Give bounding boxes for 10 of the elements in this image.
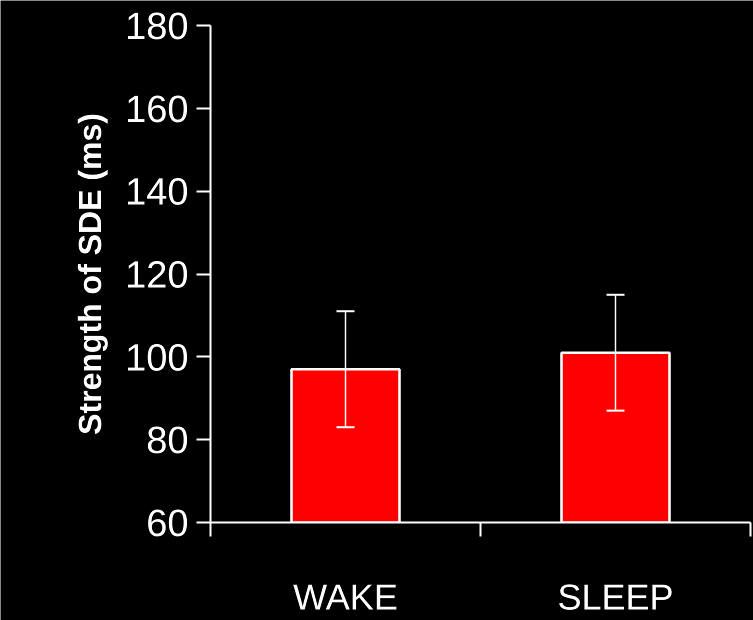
y-tick-label: 100 [125, 337, 189, 380]
y-tick-label: 60 [146, 503, 189, 545]
y-tick-label: 140 [125, 172, 189, 214]
y-tick-label: 120 [125, 254, 189, 296]
y-tick-label: 180 [125, 6, 189, 48]
x-tick-label: WAKE [293, 576, 398, 618]
x-tick-label: SLEEP [557, 576, 674, 618]
y-tick-label: 80 [146, 420, 189, 462]
y-axis-title: Strength of SDE (ms) [72, 113, 108, 435]
y-tick-label: 160 [125, 88, 189, 131]
